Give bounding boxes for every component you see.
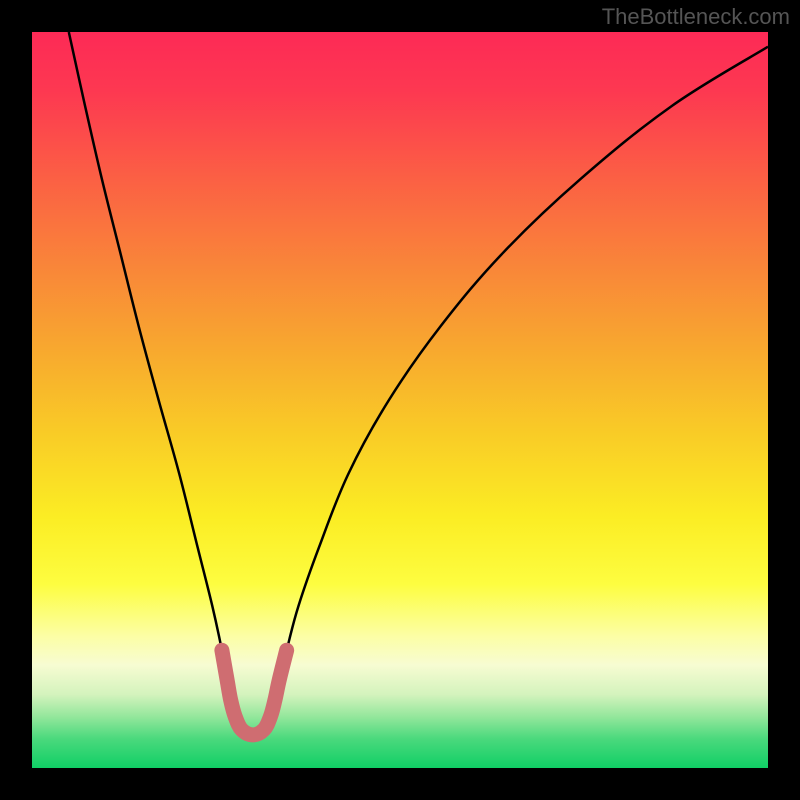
- plot-background: [32, 32, 768, 768]
- chart-container: TheBottleneck.com: [0, 0, 800, 800]
- chart-svg: [0, 0, 800, 800]
